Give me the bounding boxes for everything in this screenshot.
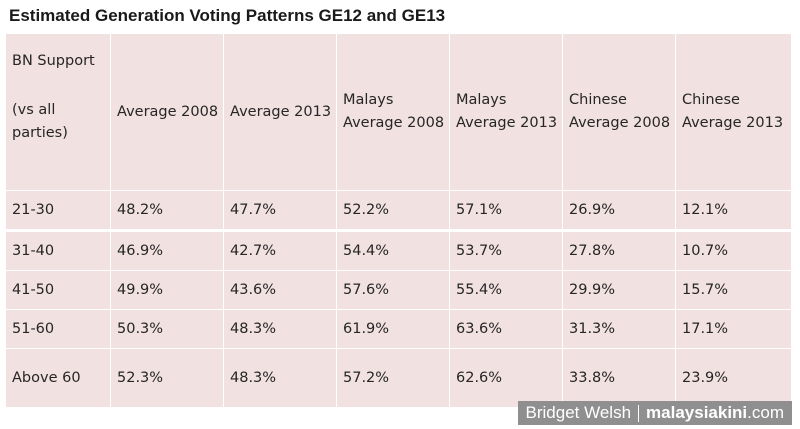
table-row: 21-30 48.2% 47.7% 52.2% 57.1% 26.9% 12.1% (5, 190, 792, 231)
corner-header-line2: (vs all parties) (12, 102, 68, 141)
table-cell: 62.6% (449, 348, 563, 408)
credit-brand: malaysiakini (646, 403, 748, 422)
row-label: 21-30 (5, 190, 111, 231)
corner-header-cell: BN Support (vs all parties) (5, 33, 111, 191)
table-row: Above 60 52.3% 48.3% 57.2% 62.6% 33.8% 23.9% (5, 348, 792, 408)
data-table-container: BN Support (vs all parties) Average 2008… (5, 33, 792, 408)
table-cell: 33.8% (562, 348, 676, 408)
row-label: Above 60 (5, 348, 111, 408)
corner-header-line1: BN Support (12, 53, 95, 69)
column-header: Malays Average 2013 (449, 33, 563, 191)
header-row: BN Support (vs all parties) Average 2008… (5, 33, 792, 191)
row-label: 51-60 (5, 309, 111, 349)
table-cell: 49.9% (110, 270, 224, 310)
credit-author: Bridget Welsh (525, 403, 632, 422)
table-cell: 57.6% (336, 270, 450, 310)
table-cell: 29.9% (562, 270, 676, 310)
table-cell: 15.7% (675, 270, 792, 310)
table-row: 41-50 49.9% 43.6% 57.6% 55.4% 29.9% 15.7% (5, 270, 792, 310)
table-cell: 52.3% (110, 348, 224, 408)
table-cell: 31.3% (562, 309, 676, 349)
row-label: 31-40 (5, 229, 111, 271)
table-cell: 42.7% (223, 229, 337, 271)
table-cell: 12.1% (675, 190, 792, 231)
table-cell: 57.1% (449, 190, 563, 231)
column-header: Malays Average 2008 (336, 33, 450, 191)
table-cell: 53.7% (449, 229, 563, 271)
table-cell: 55.4% (449, 270, 563, 310)
table-cell: 61.9% (336, 309, 450, 349)
table-cell: 43.6% (223, 270, 337, 310)
table-cell: 17.1% (675, 309, 792, 349)
table-cell: 27.8% (562, 229, 676, 271)
table-cell: 50.3% (110, 309, 224, 349)
row-label: 41-50 (5, 270, 111, 310)
table-row: 31-40 46.9% 42.7% 54.4% 53.7% 27.8% 10.7% (5, 229, 792, 271)
column-header: Chinese Average 2013 (675, 33, 792, 191)
table-cell: 48.3% (223, 309, 337, 349)
table-row: 51-60 50.3% 48.3% 61.9% 63.6% 31.3% 17.1% (5, 309, 792, 349)
table-cell: 52.2% (336, 190, 450, 231)
data-table: BN Support (vs all parties) Average 2008… (5, 33, 792, 408)
column-header: Chinese Average 2008 (562, 33, 676, 191)
table-cell: 57.2% (336, 348, 450, 408)
credit-divider (638, 404, 640, 422)
table-cell: 47.7% (223, 190, 337, 231)
column-header: Average 2008 (110, 33, 224, 191)
table-cell: 26.9% (562, 190, 676, 231)
table-cell: 54.4% (336, 229, 450, 271)
table-cell: 10.7% (675, 229, 792, 271)
chart-title: Estimated Generation Voting Patterns GE1… (9, 6, 446, 25)
credit-badge: Bridget Welsh malaysiakini .com (517, 401, 792, 425)
table-cell: 23.9% (675, 348, 792, 408)
credit-brand-suffix: .com (747, 403, 784, 422)
table-cell: 48.2% (110, 190, 224, 231)
table-cell: 63.6% (449, 309, 563, 349)
column-header: Average 2013 (223, 33, 337, 191)
table-cell: 48.3% (223, 348, 337, 408)
table-cell: 46.9% (110, 229, 224, 271)
